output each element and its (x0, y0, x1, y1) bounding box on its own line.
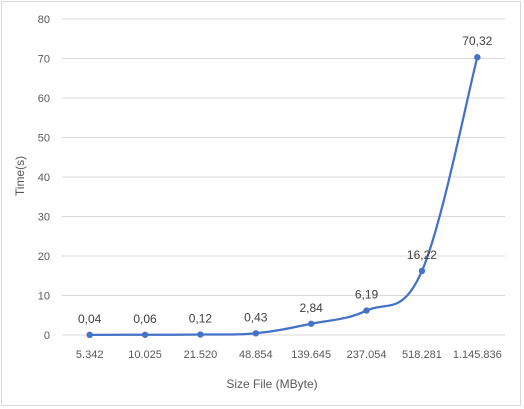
data-point (474, 54, 481, 61)
y-tick-label: 80 (38, 14, 50, 26)
y-tick-label: 70 (38, 54, 50, 66)
x-tick-label: 237.054 (347, 349, 387, 361)
y-tick-label: 20 (38, 251, 50, 263)
y-tick-label: 0 (44, 330, 50, 342)
data-label: 0,04 (78, 312, 102, 326)
x-axis-ticks: 5.342 10.025 21.520 48.854 139.645 237.054 518… (76, 349, 502, 361)
x-tick-label: 518.281 (402, 349, 442, 361)
x-tick-label: 139.645 (291, 349, 331, 361)
data-point (363, 307, 370, 314)
data-point (307, 320, 315, 327)
series-line-path (88, 56, 479, 336)
y-tick-label: 60 (38, 93, 50, 105)
data-points (86, 54, 481, 339)
x-tick-label: 10.025 (128, 349, 162, 361)
data-label: 6,19 (355, 288, 379, 302)
data-label: 70,32 (462, 34, 492, 48)
data-point (86, 331, 93, 339)
data-label: 2,84 (300, 301, 324, 315)
data-label: 0,43 (244, 310, 268, 324)
data-label: 16,22 (407, 248, 437, 262)
x-tick-label: 21.520 (184, 349, 218, 361)
y-tick-label: 50 (38, 133, 50, 145)
y-axis-title: Time(s) (13, 156, 27, 196)
data-point (252, 330, 260, 337)
y-tick-label: 10 (38, 291, 50, 303)
x-axis-title: Size File (MByte) (226, 377, 317, 391)
x-tick-label: 1.145.836 (453, 349, 502, 361)
y-axis-ticks: 0 10 20 30 40 50 60 70 80 (38, 14, 50, 342)
data-point (141, 331, 149, 338)
x-tick-label: 48.854 (239, 349, 273, 361)
y-tick-label: 40 (38, 172, 50, 184)
data-labels: 0,04 0,06 0,12 0,43 2,84 6,19 16,22 70,32 (78, 34, 493, 326)
data-label: 0,06 (133, 312, 157, 326)
series-line (88, 56, 479, 336)
x-tick-label: 5.342 (76, 349, 104, 361)
data-point (197, 331, 204, 338)
grid-lines (62, 18, 505, 336)
y-tick-label: 30 (38, 212, 50, 224)
data-point (418, 267, 426, 275)
data-label: 0,12 (189, 312, 213, 326)
